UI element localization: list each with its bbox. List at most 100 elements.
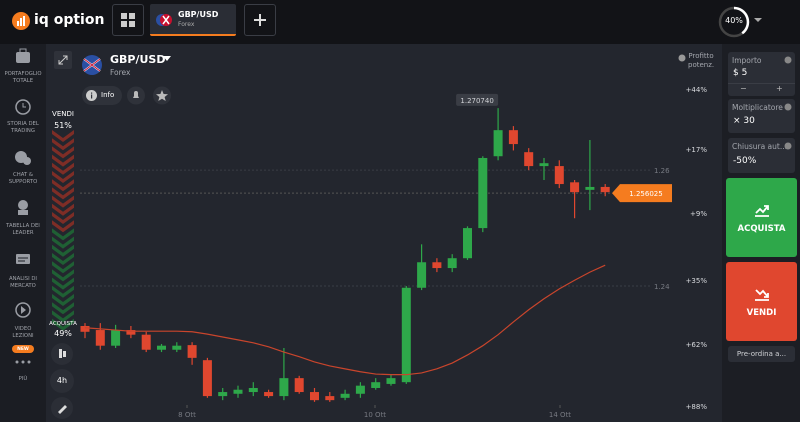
profit-level: +17% <box>685 146 707 154</box>
sentiment-chevron <box>52 236 74 249</box>
progress-ring[interactable] <box>717 5 751 39</box>
chart-type-button[interactable] <box>50 342 74 366</box>
asset-title[interactable]: GBP/USD <box>110 53 166 66</box>
label-line: TRADING <box>10 128 36 134</box>
asset-flag <box>82 55 102 75</box>
sentiment-chevron <box>52 285 74 298</box>
sidebar-label[interactable]: TABELLA DEI LEADER <box>0 223 46 237</box>
candle-body <box>218 392 228 397</box>
sidebar-label[interactable]: ANALISI DI MERCATO <box>0 276 46 290</box>
buy-percent: 49% <box>54 329 72 338</box>
tab-title: GBP/USD <box>178 10 219 19</box>
candle-body <box>325 396 335 401</box>
candle-body <box>417 262 427 288</box>
sentiment-chevron <box>52 154 74 167</box>
label-line: MERCATO <box>10 283 36 289</box>
candle-body <box>279 378 289 397</box>
candle-body <box>401 287 411 383</box>
amount-minus[interactable]: − <box>740 84 747 93</box>
expand-button[interactable] <box>54 51 72 69</box>
profit-level: +35% <box>685 277 707 285</box>
buy-button[interactable]: ACQUISTA <box>726 178 797 257</box>
divider <box>728 83 795 84</box>
amount-box[interactable]: Importo $ 5 − + <box>728 52 795 96</box>
grid-button[interactable] <box>112 4 144 36</box>
asset-caret[interactable] <box>163 56 171 62</box>
candle-body <box>432 262 442 269</box>
draw-button[interactable] <box>50 396 74 420</box>
multiplier-value: × 30 <box>733 116 755 126</box>
asset-tab[interactable]: GBP/USD Forex <box>150 4 236 36</box>
title-line: potenz. <box>688 61 715 69</box>
candle-body <box>340 393 350 398</box>
candle-body <box>187 345 197 358</box>
candle-body <box>141 334 151 350</box>
candle-body <box>126 330 136 335</box>
sentiment-chevron <box>52 318 74 331</box>
header-actions[interactable] <box>127 86 173 105</box>
sell-button[interactable]: VENDI <box>726 262 797 341</box>
x-tick-label: 8 Ott <box>178 411 196 419</box>
candle-body <box>202 360 212 397</box>
candle-body <box>371 382 381 388</box>
sentiment-chevron <box>52 294 74 306</box>
label-line: LEADER <box>12 230 34 236</box>
candle-body <box>463 228 472 259</box>
candle-body <box>111 330 121 346</box>
sidebar-label[interactable]: STORIA DEL TRADING <box>0 121 46 135</box>
sidebar-label[interactable]: PORTAFOGLIO TOTALE <box>0 71 46 85</box>
label-line: TABELLA DEI <box>6 223 40 229</box>
high-label-box <box>456 93 499 106</box>
amount-label: Importo <box>732 56 762 65</box>
plus-icon <box>254 14 266 26</box>
preorder-button[interactable]: Pre-ordina a... <box>728 346 795 362</box>
info-label: Info <box>101 91 115 99</box>
sentiment-chevron <box>52 310 74 323</box>
sentiment-chevron <box>52 277 74 290</box>
amount-value: $ 5 <box>733 68 748 78</box>
logo-text: iq option <box>34 12 105 28</box>
auto-close-value: -50% <box>733 156 757 166</box>
candle-body <box>539 163 549 167</box>
sell-percent: 51% <box>54 121 72 130</box>
sentiment-chevron <box>52 179 74 192</box>
candle-body <box>233 389 243 394</box>
high-label: 1.270740 <box>460 97 493 105</box>
help-icons <box>784 56 792 150</box>
info-button[interactable]: Info <box>82 86 122 105</box>
sell-label: VENDI <box>746 308 777 318</box>
sentiment-chevron <box>52 162 74 175</box>
amount-plus[interactable]: + <box>776 84 783 93</box>
sidebar-icons <box>12 48 34 364</box>
sentiment-chevron <box>52 269 74 282</box>
candle-body <box>157 345 166 350</box>
price-tag <box>612 184 672 203</box>
sidebar-label[interactable]: VIDEO LEZIONI <box>0 326 46 340</box>
candle-body <box>600 186 610 193</box>
sentiment-chevron <box>52 203 74 216</box>
label-line: VIDEO <box>14 326 32 332</box>
profit-level: +44% <box>685 86 707 94</box>
more-label[interactable]: PIÙ <box>18 376 28 382</box>
sentiment-chevron <box>52 253 74 265</box>
auto-close-box[interactable]: Chiusura aut... -50% <box>728 138 795 173</box>
label-line: STORIA DEL <box>7 121 39 127</box>
sell-label: VENDI <box>52 110 74 118</box>
candle-body <box>493 130 503 157</box>
sentiment-chevron <box>52 220 74 233</box>
timeframe-button[interactable]: 4h <box>50 369 74 393</box>
profit-title: Profitto potenz. <box>688 52 714 70</box>
label-line: SUPPORTO <box>8 179 38 185</box>
multiplier-box[interactable]: Moltiplicatore × 30 <box>728 99 795 133</box>
sentiment-chevron <box>52 130 74 142</box>
sidebar-label[interactable]: CHAT & SUPPORTO <box>0 172 46 186</box>
sentiment-chevron <box>52 171 74 183</box>
x-tick-label: 14 Ott <box>549 411 571 419</box>
add-tab-button[interactable] <box>244 4 276 36</box>
progress-caret[interactable] <box>753 16 763 24</box>
sentiment-chevron <box>52 228 74 241</box>
label-line: TOTALE <box>12 78 34 84</box>
moving-average <box>84 264 606 376</box>
